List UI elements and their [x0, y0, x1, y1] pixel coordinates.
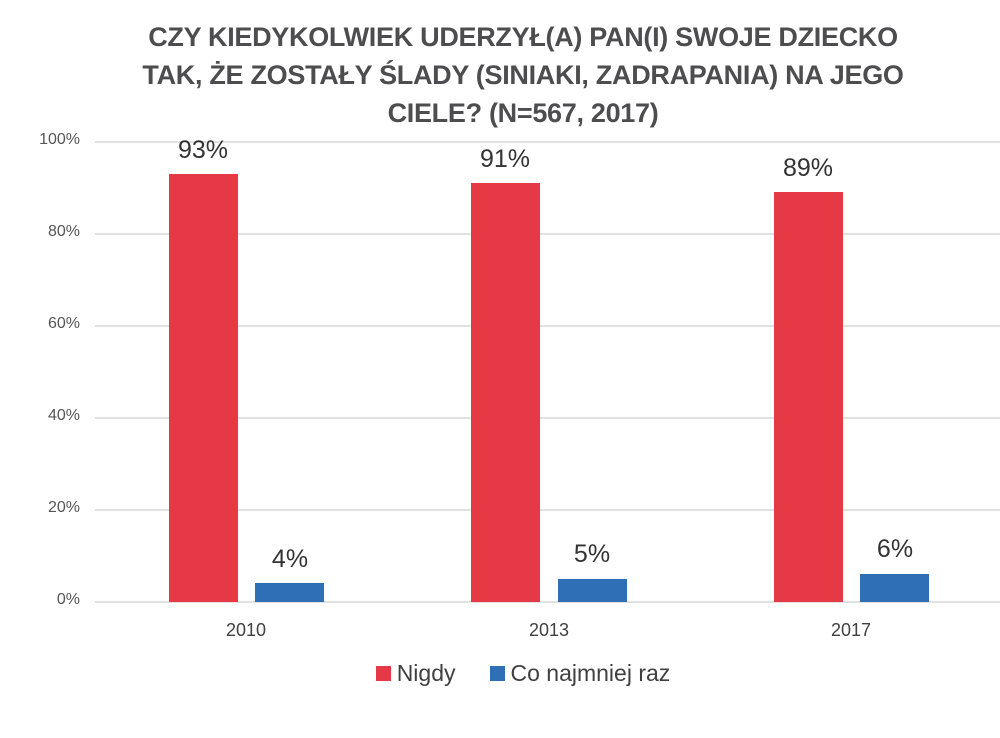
data-label-co-najmniej-raz-2013: 5%: [573, 540, 611, 568]
y-tick-80: 80%: [47, 223, 80, 240]
y-tick-20: 20%: [47, 499, 80, 516]
x-tick-2010: 2010: [225, 620, 267, 640]
gridline-20: [95, 509, 1000, 511]
x-tick-2017: 2017: [830, 620, 872, 640]
chart-title-line-1: CZY KIEDYKOLWIEK UDERZYŁ(A) PAN(I) SWOJE…: [148, 22, 898, 52]
gridline-60: [95, 325, 1000, 327]
bar-co-najmniej-raz-2013: [558, 579, 627, 602]
data-label-nigdy-2017: 89%: [782, 154, 834, 182]
gridline-40: [95, 417, 1000, 419]
plot-area: 93% 4% 91% 5% 89% 6%: [95, 136, 1000, 603]
data-label-co-najmniej-raz-2010: 4%: [271, 545, 309, 573]
legend: Nigdy Co najmniej raz: [0, 660, 1000, 687]
legend-swatch-blue-icon: [489, 666, 505, 681]
y-tick-40: 40%: [47, 407, 80, 424]
data-label-nigdy-2013: 91%: [479, 145, 531, 173]
legend-item-co-najmniej-raz: Co najmniej raz: [489, 660, 671, 687]
bar-co-najmniej-raz-2010: [255, 583, 324, 602]
y-tick-100: 100%: [39, 131, 80, 148]
chart-title-line-2: TAK, ŻE ZOSTAŁY ŚLADY (SINIAKI, ZADRAPAN…: [142, 60, 904, 90]
data-label-co-najmniej-raz-2017: 6%: [876, 535, 914, 563]
legend-label-co-najmniej-raz: Co najmniej raz: [510, 660, 671, 686]
data-label-nigdy-2010: 93%: [177, 136, 229, 164]
legend-label-nigdy: Nigdy: [396, 660, 456, 686]
legend-swatch-red-icon: [375, 666, 391, 681]
bar-nigdy-2013: [471, 183, 540, 602]
chart-title-line-3: CIELE? (N=567, 2017): [387, 98, 659, 128]
chart-title: CZY KIEDYKOLWIEK UDERZYŁ(A) PAN(I) SWOJE…: [0, 18, 1000, 132]
bar-nigdy-2017: [774, 192, 843, 602]
x-tick-2013: 2013: [528, 620, 570, 640]
gridline-80: [95, 233, 1000, 235]
gridline-0: [95, 601, 1000, 603]
legend-item-nigdy: Nigdy: [375, 660, 456, 687]
bar-nigdy-2010: [169, 174, 238, 602]
bar-co-najmniej-raz-2017: [860, 574, 929, 602]
y-tick-0: 0%: [56, 591, 80, 608]
gridline-100: [95, 141, 1000, 143]
y-tick-60: 60%: [47, 315, 80, 332]
